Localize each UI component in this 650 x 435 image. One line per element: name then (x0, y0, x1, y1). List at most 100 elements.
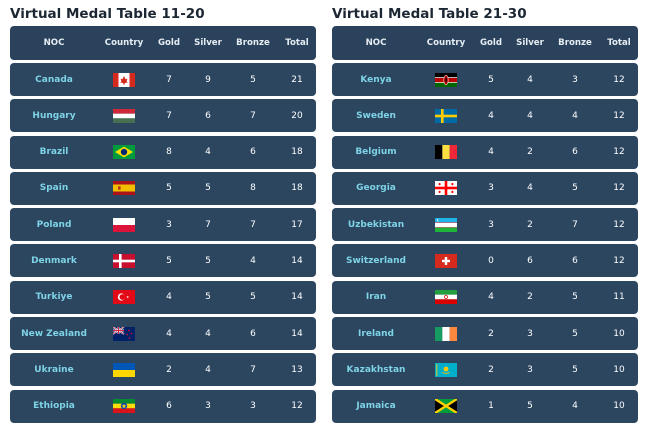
silver-count: 4 (527, 110, 533, 121)
total-count: 10 (613, 401, 625, 412)
total-count: 10 (613, 328, 625, 339)
noc-name: Kenya (360, 74, 392, 85)
header-gold: Gold (157, 38, 181, 48)
table-row: Belgium 4 2 6 12 (332, 135, 638, 169)
bronze-count: 7 (250, 364, 256, 375)
header-country: Country (426, 38, 466, 48)
kazakhstan-flag-icon (435, 362, 457, 377)
country-cell (98, 181, 150, 196)
table-row: Kazakhstan 2 3 5 10 (332, 353, 638, 387)
header-noc: NOC (365, 38, 387, 48)
noc-name: Ethiopia (33, 401, 75, 412)
table-row: Jamaica 1 5 4 10 (332, 389, 638, 423)
table-row: Ireland 2 3 5 10 (332, 317, 638, 351)
denmark-flag-icon (113, 253, 135, 268)
silver-count: 6 (205, 110, 211, 121)
gold-count: 4 (488, 292, 494, 303)
canada-flag-icon (113, 72, 135, 87)
table-row: Switzerland 0 6 6 12 (332, 244, 638, 278)
gold-count: 2 (166, 364, 172, 375)
table-row: Ethiopia 6 3 3 12 (10, 389, 316, 423)
header-total: Total (285, 38, 309, 48)
noc-name: Uzbekistan (347, 219, 405, 230)
noc-name: Ireland (358, 328, 394, 339)
table-row: New Zealand 4 4 6 14 (10, 317, 316, 351)
silver-count: 5 (205, 183, 211, 194)
country-cell (98, 145, 150, 160)
country-cell (98, 253, 150, 268)
silver-count: 3 (527, 364, 533, 375)
switzerland-flag-icon (435, 253, 457, 268)
table-row: Spain 5 5 8 18 (10, 171, 316, 205)
gold-count: 0 (488, 255, 494, 266)
table-row: Poland 3 7 7 17 (10, 208, 316, 242)
georgia-flag-icon (435, 181, 457, 196)
noc-name: Turkiye (35, 292, 73, 303)
silver-count: 2 (527, 292, 533, 303)
silver-count: 5 (205, 255, 211, 266)
bronze-count: 5 (250, 292, 256, 303)
noc-name: Brazil (39, 147, 69, 158)
bronze-count: 6 (572, 147, 578, 158)
total-count: 14 (291, 292, 303, 303)
table-row: Turkiye 4 5 5 14 (10, 280, 316, 314)
country-cell (98, 362, 150, 377)
gold-count: 7 (166, 110, 172, 121)
table-title: Virtual Medal Table 21-30 (332, 6, 527, 22)
medal-table: NOC Country Gold Silver Bronze Total Canada 7 9 5… (10, 26, 316, 423)
noc-name: New Zealand (21, 328, 87, 339)
total-count: 12 (613, 255, 625, 266)
bronze-count: 4 (572, 401, 578, 412)
silver-count: 4 (205, 328, 211, 339)
table-row: Kenya 5 4 3 12 (332, 63, 638, 96)
noc-name: Poland (36, 219, 72, 230)
total-count: 18 (291, 147, 303, 158)
country-cell (420, 145, 472, 160)
silver-count: 6 (527, 255, 533, 266)
silver-count: 2 (527, 219, 533, 230)
noc-name: Belgium (355, 147, 397, 158)
noc-name: Sweden (356, 110, 396, 121)
gold-count: 6 (166, 401, 172, 412)
silver-count: 3 (527, 328, 533, 339)
silver-count: 4 (527, 74, 533, 85)
total-count: 20 (291, 110, 303, 121)
gold-count: 4 (488, 147, 494, 158)
table-title: Virtual Medal Table 11-20 (10, 6, 205, 22)
country-cell (98, 326, 150, 341)
belgium-flag-icon (435, 145, 457, 160)
bronze-count: 8 (250, 183, 256, 194)
country-cell (420, 217, 472, 232)
country-cell (98, 217, 150, 232)
total-count: 14 (291, 255, 303, 266)
spain-flag-icon (113, 181, 135, 196)
total-count: 12 (613, 147, 625, 158)
gold-count: 5 (166, 255, 172, 266)
table-row: Iran 4 2 5 11 (332, 280, 638, 314)
ukraine-flag-icon (113, 362, 135, 377)
country-cell (98, 290, 150, 305)
table-row: Sweden 4 4 4 12 (332, 99, 638, 133)
silver-count: 4 (205, 147, 211, 158)
bronze-count: 5 (572, 328, 578, 339)
noc-name: Denmark (31, 255, 77, 266)
noc-name: Hungary (32, 110, 76, 121)
total-count: 17 (291, 219, 303, 230)
noc-name: Georgia (356, 183, 396, 194)
silver-count: 5 (527, 401, 533, 412)
total-count: 12 (613, 110, 625, 121)
table-row: Ukraine 2 4 7 13 (10, 353, 316, 387)
country-cell (420, 181, 472, 196)
bronze-count: 5 (572, 292, 578, 303)
ethiopia-flag-icon (113, 399, 135, 414)
country-cell (98, 108, 150, 123)
new-zealand-flag-icon (113, 326, 135, 341)
total-count: 13 (291, 364, 303, 375)
gold-count: 3 (166, 219, 172, 230)
hungary-flag-icon (113, 108, 135, 123)
table-header-row: NOC Country Gold Silver Bronze Total (10, 26, 316, 60)
noc-name: Jamaica (356, 401, 396, 412)
bronze-count: 7 (250, 110, 256, 121)
total-count: 12 (613, 219, 625, 230)
table-row: Georgia 3 4 5 12 (332, 171, 638, 205)
